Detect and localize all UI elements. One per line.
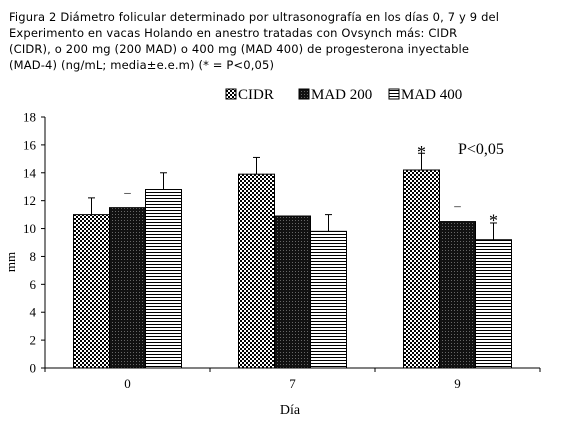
y-tick-label: 8: [30, 249, 37, 264]
legend-swatch-hstripe: [388, 88, 400, 100]
y-tick-label: 0: [30, 361, 37, 376]
bar-checker-0: [73, 214, 110, 369]
y-tick-label: 16: [23, 137, 37, 152]
significance-annotation: P<0,05: [458, 141, 504, 158]
x-tick-label: 9: [454, 376, 461, 391]
legend: CIDR MAD 200 MAD 400: [225, 87, 462, 103]
y-tick-label: 18: [23, 110, 36, 125]
bar-dark-0: [109, 207, 146, 369]
significance-mark: –: [453, 198, 461, 213]
significance-marks: – * – *: [123, 142, 498, 230]
legend-label: CIDR: [238, 87, 274, 103]
x-tick-label: 7: [289, 376, 296, 391]
x-axis-label: Día: [280, 403, 301, 418]
significance-mark: *: [489, 210, 498, 230]
y-tick-label: 2: [30, 333, 37, 348]
bar-dark-7: [274, 215, 311, 369]
legend-label: MAD 400: [401, 87, 462, 103]
bar-hstripe-0: [145, 189, 182, 369]
legend-swatch-dark: [298, 88, 310, 100]
y-tick-label: 6: [30, 277, 37, 292]
significance-mark: –: [123, 184, 131, 199]
y-tick-label: 14: [23, 165, 37, 180]
y-tick-label: 12: [23, 193, 36, 208]
y-axis-label: mm: [3, 252, 18, 272]
x-tick-label: 0: [124, 376, 131, 391]
figure-caption: Figura 2 Diámetro folicular determinado …: [9, 10, 500, 72]
y-tick-label: 10: [23, 221, 36, 236]
y-axis: 0 2 4 6 8 10 12 14 16 18: [23, 110, 46, 376]
significance-mark: *: [417, 142, 426, 162]
bar-dark-9: [439, 221, 476, 369]
x-axis: 0 7 9: [44, 367, 541, 391]
bar-hstripe-9: [475, 239, 512, 369]
bar-checker-9: [403, 169, 440, 369]
bar-hstripe-7: [310, 230, 347, 369]
y-tick-label: 4: [30, 305, 37, 320]
legend-label: MAD 200: [311, 87, 372, 103]
bar-checker-7: [238, 173, 275, 369]
legend-swatch-checker: [225, 88, 237, 100]
bars: [73, 152, 512, 369]
